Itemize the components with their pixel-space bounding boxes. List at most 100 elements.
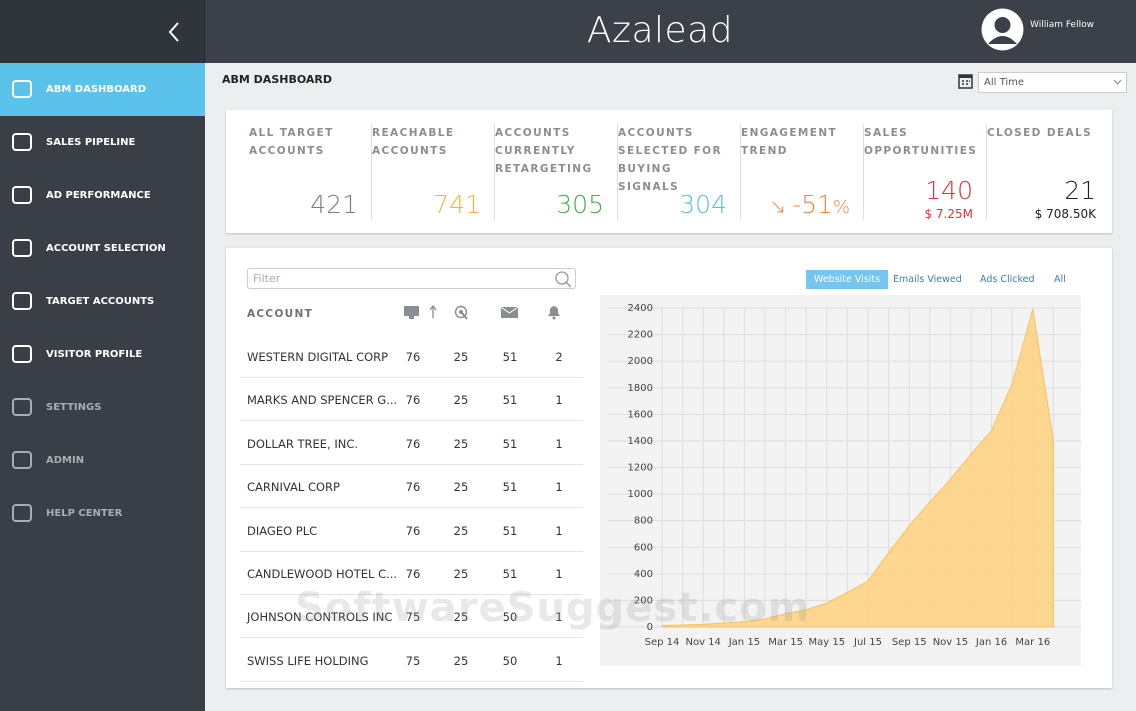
y-tick-label: 200: [634, 595, 653, 606]
separator: [986, 124, 987, 220]
column-header[interactable]: ACCOUNT: [247, 308, 314, 320]
cell-number: 25: [453, 393, 469, 408]
area: [661, 309, 1054, 628]
nav-item[interactable]: AD PERFORMANCE: [0, 169, 205, 222]
cell-number: 76: [405, 480, 421, 495]
y-tick-label: 800: [634, 516, 653, 527]
cell-account: SWISS LIFE HOLDING: [247, 653, 369, 668]
x-tick-label: Mar 15: [768, 637, 803, 648]
value-text: -51: [792, 190, 833, 219]
kpi-label: ACCOUNTS CURRENTLY RETARGETING: [495, 127, 593, 175]
cell-account: MARKS AND SPENCER G...: [247, 393, 398, 408]
value-unit: %: [832, 197, 850, 218]
cell-number: 1: [555, 567, 563, 581]
table-row[interactable]: CANDLEWOOD HOTEL C... 76 25 51 1: [240, 552, 583, 595]
sidebar: ABM DASHBOARD SALES PIPELINE AD PERFORMANC…: [0, 0, 205, 711]
nav-label: ADMIN: [46, 455, 85, 466]
kpi-label: CLOSED DEALS: [987, 127, 1093, 139]
chart-tab-active[interactable]: Website Visits: [806, 270, 889, 289]
kpi: ACCOUNTS CURRENTLY RETARGETING 305: [495, 110, 618, 233]
cell-number: 1: [555, 393, 563, 408]
nav-icon: [12, 186, 32, 204]
table-row[interactable]: DOLLAR TREE, INC. 76 25 51 1: [240, 422, 583, 465]
value-text: 421: [310, 190, 358, 219]
nav-icon: [12, 504, 32, 522]
separator: [863, 124, 864, 220]
separator: [371, 124, 372, 220]
date-dropdown[interactable]: All Time: [978, 72, 1127, 93]
cell-number: 76: [405, 393, 421, 408]
kpi: SALES OPPORTUNITIES 140 $ 7.25M: [864, 110, 987, 233]
logo: Azalead: [586, 10, 734, 51]
collapse-button[interactable]: [166, 21, 182, 43]
user-name[interactable]: William Fellow: [1030, 20, 1094, 30]
cell-number: 76: [405, 436, 421, 451]
cell-number: 75: [405, 610, 421, 625]
top-bar: [205, 0, 1136, 63]
cell-number: 25: [453, 436, 469, 451]
kpi-sub: $ 708.50K: [1034, 207, 1096, 221]
cell-number: 51: [502, 567, 518, 581]
dropdown-value: All Time: [984, 77, 1025, 88]
kpi-value: 304: [679, 190, 727, 219]
cell-number: 1: [555, 523, 563, 538]
page-title: ABM DASHBOARD: [222, 73, 332, 86]
cell-number: 51: [502, 436, 518, 451]
table-row[interactable]: DIAGEO PLC 76 25 51 1: [240, 509, 583, 552]
calendar-icon: [958, 74, 973, 89]
cell-number: 25: [453, 480, 469, 495]
value-text: 21: [1064, 176, 1096, 205]
kpi: CLOSED DEALS 21 $ 708.50K: [987, 110, 1110, 233]
value-text: 140: [925, 176, 973, 205]
nav-label: ABM DASHBOARD: [46, 84, 146, 95]
table-row[interactable]: WESTERN DIGITAL CORP 76 25 51 2: [240, 335, 583, 378]
nav-item[interactable]: ADMIN: [0, 434, 205, 487]
y-tick-label: 2200: [628, 330, 653, 341]
column-icons: [404, 304, 560, 320]
sidebar-top: [0, 0, 205, 63]
cell-number: 1: [555, 480, 563, 495]
kpi-value: 741: [433, 190, 481, 219]
chart-tab[interactable]: Emails Viewed: [893, 274, 962, 285]
search-icon: [555, 271, 572, 288]
chevron: [1113, 79, 1122, 85]
kpi-label: SALES OPPORTUNITIES: [864, 127, 978, 157]
cell-number: 76: [405, 567, 421, 581]
filter-input[interactable]: Filter: [247, 268, 576, 289]
cell-number: 76: [405, 523, 421, 538]
cell-number: 2: [555, 350, 563, 364]
nav-label: AD PERFORMANCE: [46, 190, 151, 201]
nav-label: SETTINGS: [46, 402, 102, 413]
nav-item[interactable]: VISITOR PROFILE: [0, 328, 205, 381]
value-text: 305: [556, 190, 604, 219]
chart-tab[interactable]: Ads Clicked: [980, 274, 1035, 285]
nav-label: SALES PIPELINE: [46, 137, 136, 148]
kpi-label: REACHABLE ACCOUNTS: [372, 127, 455, 157]
nav-icon: [12, 80, 32, 98]
nav-icon: [12, 133, 32, 151]
kpi-value: 305: [556, 190, 604, 219]
table-row[interactable]: CARNIVAL CORP 76 25 51 1: [240, 465, 583, 509]
cell-account: DIAGEO PLC: [247, 523, 318, 538]
nav-item[interactable]: ACCOUNT SELECTION: [0, 222, 205, 275]
nav-item[interactable]: SALES PIPELINE: [0, 116, 205, 169]
separator: [617, 124, 618, 220]
table-row[interactable]: MARKS AND SPENCER G... 76 25 51 1: [240, 378, 583, 422]
table-row[interactable]: JOHNSON CONTROLS INC 75 25 50 1: [240, 595, 583, 639]
nav-item[interactable]: SETTINGS: [0, 381, 205, 434]
separator: [740, 124, 741, 220]
nav-item[interactable]: HELP CENTER: [0, 487, 205, 540]
kpi-value: 21: [1064, 176, 1096, 205]
watermark: SoftwareSuggest.com: [295, 585, 811, 631]
x-tick-label: Jul 15: [853, 637, 882, 648]
nav-icon: [12, 292, 32, 310]
cell-number: 25: [453, 653, 469, 668]
table-row[interactable]: SWISS LIFE HOLDING 75 25 50 1: [240, 639, 583, 682]
avatar[interactable]: [981, 8, 1024, 51]
kpi: ACCOUNTS SELECTED FOR BUYING SIGNALS 304: [618, 110, 741, 233]
nav-item[interactable]: ABM DASHBOARD: [0, 63, 205, 116]
nav-item[interactable]: TARGET ACCOUNTS: [0, 275, 205, 328]
chart-tab[interactable]: All: [1054, 274, 1066, 285]
cell-number: 25: [453, 567, 469, 581]
